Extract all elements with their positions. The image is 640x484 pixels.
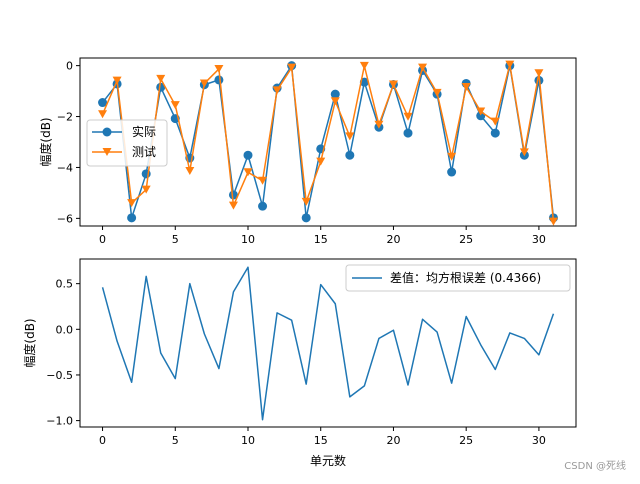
data-point-actual [156,82,166,92]
data-point-test [301,197,311,206]
data-point-actual [403,128,413,138]
data-point-test [272,86,282,95]
bottom-legend: 差值：均方根误差 (0.4366) [345,264,571,292]
bottom-plot-area [101,266,555,421]
x-tick-label: 0 [99,233,106,246]
bottom-subplot: 0 5 10 15 20 25 30 0.5 0.0 −0.5 −1.0 幅度(dB) 单元数 差值… [22,258,577,468]
y-tick-label: −4 [57,161,73,174]
x-tick-label: 15 [314,434,328,447]
data-point-test [505,60,515,69]
y-tick-label: 0 [66,60,73,73]
data-point-test [548,217,558,226]
x-tick-label: 5 [172,434,179,447]
y-tick-label: −2 [57,111,73,124]
data-point-test [127,199,137,208]
bottom-ylabel: 幅度(dB) [22,318,37,367]
legend-label-diff: 差值：均方根误差 (0.4366) [390,270,541,285]
x-tick-label: 25 [459,233,473,246]
data-point-test [258,176,268,185]
y-tick-label: −6 [57,212,73,225]
data-point-actual [214,75,224,85]
data-point-test [156,74,166,83]
bottom-ticks: 0 5 10 15 20 25 30 0.5 0.0 −0.5 −1.0 [46,278,546,447]
data-point-test [418,63,428,72]
data-point-test [98,110,108,119]
bottom-legend-box [345,264,571,292]
top-axes-frame [79,57,577,227]
data-point-test [403,112,413,121]
data-point-test [199,79,209,88]
data-point-test [185,167,195,176]
bottom-xlabel: 单元数 [310,453,346,468]
data-point-actual [345,150,355,160]
data-point-test [345,132,355,141]
data-point-actual [490,128,500,138]
data-point-test [228,201,238,210]
series-line-1 [101,266,555,421]
series-line-2 [101,63,555,222]
data-point-test [388,80,398,89]
data-point-test [490,117,500,126]
data-point-actual [258,201,268,211]
data-point-actual [127,213,137,223]
y-tick-label: 0.0 [56,323,74,336]
data-point-test [287,63,297,72]
data-point-test [170,101,180,110]
x-tick-label: 25 [459,434,473,447]
y-tick-label: −0.5 [46,369,73,382]
top-subplot: 0 5 10 15 20 25 30 0 −2 −4 −6 幅度(dB) 实际 测试 [38,57,577,246]
legend-label-actual: 实际 [132,124,156,139]
x-tick-label: 10 [241,233,255,246]
legend-marker-actual [102,127,112,137]
legend-label-test: 测试 [132,144,156,159]
x-tick-label: 5 [172,233,179,246]
data-point-actual [330,89,340,99]
data-point-actual [243,150,253,160]
top-legend: 实际 测试 [86,119,168,167]
data-point-test [214,64,224,73]
data-point-test [374,120,384,129]
x-tick-label: 0 [99,434,106,447]
data-point-actual [301,213,311,223]
x-tick-label: 30 [532,434,546,447]
x-tick-label: 15 [314,233,328,246]
data-point-test [243,168,253,177]
data-point-test [112,76,122,85]
y-tick-label: −1.0 [46,415,73,428]
data-point-test [461,83,471,92]
data-point-actual [447,167,457,177]
data-point-test [316,157,326,166]
legend-marker-test [102,148,112,156]
top-plot-area [98,60,558,226]
data-point-test [476,107,486,116]
data-point-test [359,61,369,70]
data-point-test [432,88,442,97]
x-tick-label: 30 [532,233,546,246]
top-ylabel: 幅度(dB) [38,117,53,166]
data-point-test [534,69,544,78]
data-point-test [330,97,340,106]
x-tick-label: 20 [386,233,400,246]
top-ticks: 0 5 10 15 20 25 30 0 −2 −4 −6 [57,60,546,246]
data-point-test [447,152,457,161]
data-point-test [519,148,529,157]
watermark: CSDN @死线 [564,459,626,472]
bottom-axes-frame [79,258,577,428]
x-tick-label: 20 [386,434,400,447]
y-tick-label: 0.5 [56,278,74,291]
data-point-actual [228,190,238,200]
data-point-actual [98,98,108,108]
data-point-test [141,185,151,194]
x-tick-label: 10 [241,434,255,447]
